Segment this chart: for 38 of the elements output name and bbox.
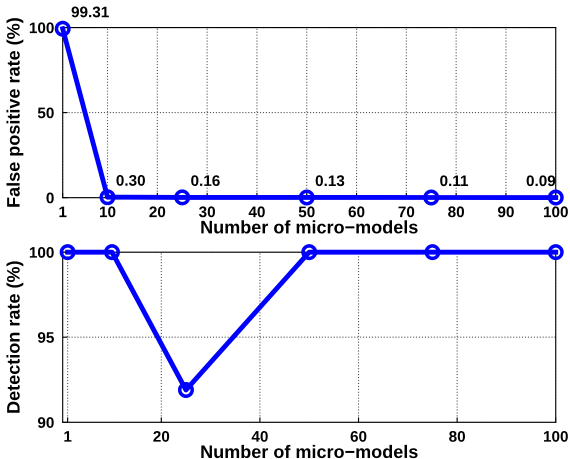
- point: [423, 190, 440, 206]
- y-tick-label: 95: [38, 332, 54, 343]
- data-label: 0.11: [440, 175, 468, 186]
- data-label: 0.16: [191, 175, 220, 186]
- point: [100, 189, 116, 206]
- point: [298, 189, 315, 206]
- x-tick-label: 30: [198, 206, 215, 218]
- x-tick-label: 20: [153, 431, 170, 442]
- x-tick-label: 60: [350, 431, 366, 442]
- data-label: 0.13: [316, 175, 344, 186]
- x-tick-label: 60: [348, 206, 364, 218]
- y-tick-label: 50: [38, 107, 54, 118]
- x-axis-title: Number of micro−models: [201, 444, 418, 458]
- x-axis-title: Number of micro−models: [201, 220, 418, 234]
- data-label: 99.31: [72, 6, 109, 18]
- x-tick-label: 80: [449, 431, 466, 442]
- x-tick-label: 100: [544, 431, 568, 442]
- x-tick-label: 40: [248, 206, 265, 218]
- x-tick-label: 100: [544, 206, 568, 218]
- x-tick-label: 50: [298, 206, 315, 218]
- y-tick-label: 90: [38, 417, 54, 428]
- y-axis-title: False positive rate (%): [6, 18, 24, 207]
- x-tick-label: 80: [448, 206, 464, 218]
- y-axis-title: Detection rate (%): [6, 261, 24, 413]
- x-tick-label: 40: [252, 431, 268, 442]
- x-tick-label: 1: [59, 206, 67, 218]
- x-tick-label: 90: [498, 206, 514, 218]
- point: [548, 190, 564, 206]
- x-tick-label: 70: [398, 206, 414, 218]
- y-tick-label: 100: [30, 22, 54, 34]
- x-tick-label: 1: [64, 431, 72, 442]
- y-tick-label: 100: [30, 247, 54, 258]
- data-label: 0.30: [116, 175, 145, 186]
- y-tick-label: 0: [46, 192, 54, 204]
- point: [174, 189, 190, 206]
- x-tick-label: 10: [100, 206, 116, 218]
- x-tick-label: 20: [149, 206, 166, 218]
- point: [54, 20, 71, 37]
